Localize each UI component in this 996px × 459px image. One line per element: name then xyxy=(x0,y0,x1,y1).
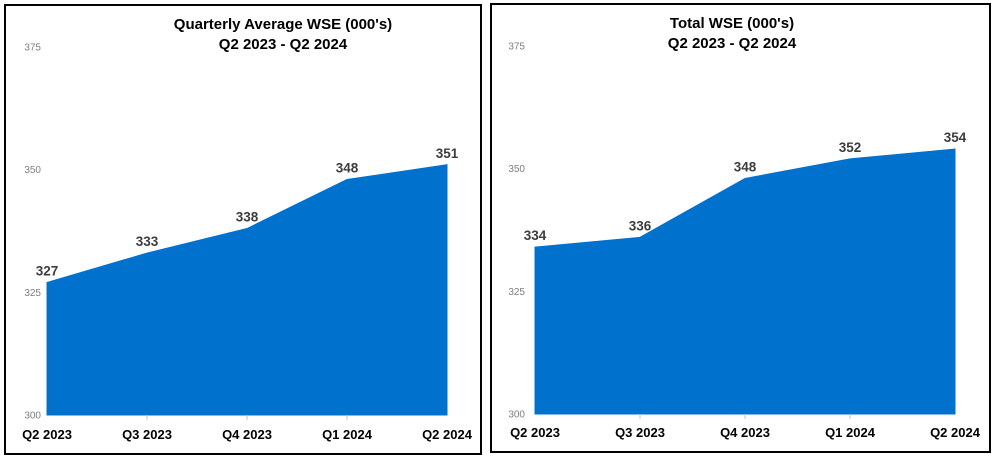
data-label: 351 xyxy=(436,146,459,161)
y-axis-label: 350 xyxy=(508,164,525,175)
x-axis-label: Q4 2023 xyxy=(222,427,272,442)
data-label: 352 xyxy=(839,140,862,155)
y-axis-label: 375 xyxy=(24,43,41,54)
y-axis-label: 325 xyxy=(508,287,525,298)
y-axis-label: 325 xyxy=(24,288,41,299)
x-axis-label: Q2 2024 xyxy=(422,427,473,442)
data-label: 354 xyxy=(944,130,967,145)
data-label: 336 xyxy=(629,218,652,233)
chart-title-block: Total WSE (000's) Q2 2023 - Q2 2024 xyxy=(532,14,932,54)
data-label: 348 xyxy=(336,160,359,175)
y-axis-label: 300 xyxy=(24,411,41,422)
y-axis-label: 350 xyxy=(24,165,41,176)
x-axis-label: Q2 2023 xyxy=(510,425,560,440)
area-chart-quarterly-average: 375 350 325 300 327 333 338 348 351 Q2 2023 Q3 202… xyxy=(22,43,473,443)
y-axis-label: 300 xyxy=(508,410,525,421)
chart-title: Quarterly Average WSE (000's) xyxy=(173,16,393,33)
chart-subtitle: Q2 2023 - Q2 2024 xyxy=(667,35,797,52)
y-axis-label: 375 xyxy=(508,42,525,53)
chart-title: Total WSE (000's) xyxy=(669,15,795,32)
x-axis-label: Q2 2023 xyxy=(22,427,72,442)
data-label: 334 xyxy=(524,228,547,243)
chart-subtitle: Q2 2023 - Q2 2024 xyxy=(218,36,348,53)
data-label: 327 xyxy=(36,264,59,279)
x-axis-label: Q2 2024 xyxy=(930,425,981,440)
area-series-shape xyxy=(534,148,956,415)
chart-title-block: Quarterly Average WSE (000's) Q2 2023 - … xyxy=(83,15,483,55)
x-axis-label: Q3 2023 xyxy=(615,425,665,440)
x-axis-label: Q3 2023 xyxy=(122,427,172,442)
area-chart-total-wse: 375 350 325 300 334 336 348 352 354 Q2 2023 Q3 202… xyxy=(508,42,981,441)
data-label: 338 xyxy=(236,210,259,225)
area-series-shape xyxy=(46,164,448,416)
data-label: 333 xyxy=(136,234,159,249)
x-axis-label: Q1 2024 xyxy=(825,425,876,440)
chart-panel-total-wse: Total WSE (000's) Q2 2023 - Q2 2024 375 3… xyxy=(490,3,991,453)
x-axis-label: Q4 2023 xyxy=(720,425,770,440)
chart-panel-quarterly-average-wse: Quarterly Average WSE (000's) Q2 2023 - … xyxy=(4,4,482,455)
data-label: 348 xyxy=(734,159,757,174)
x-axis-label: Q1 2024 xyxy=(322,427,373,442)
